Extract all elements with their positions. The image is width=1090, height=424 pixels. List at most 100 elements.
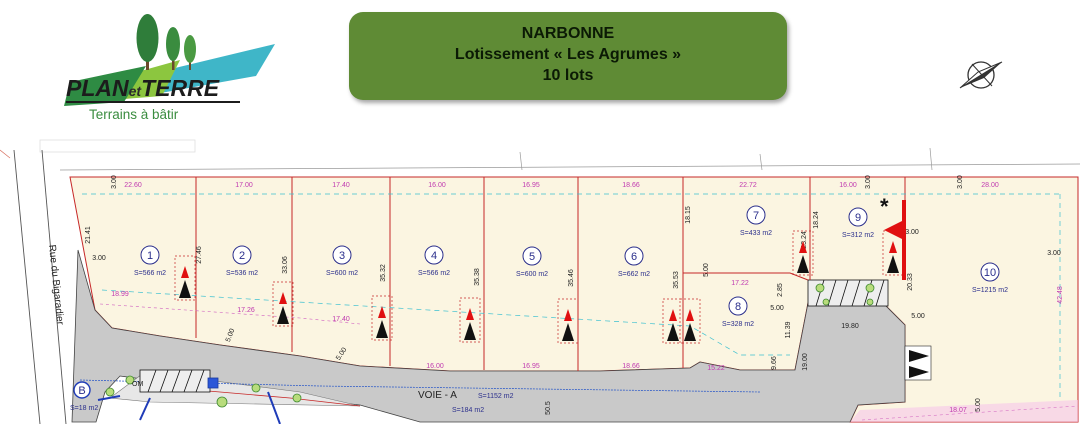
lot-number: 8	[735, 301, 741, 313]
lot-9: 9 S=312 m2	[842, 207, 874, 239]
dimension-label: 5.00	[770, 305, 784, 312]
dimension-label: 17.26	[237, 307, 255, 314]
lot-number: 6	[631, 251, 637, 263]
setback-lines	[82, 193, 1061, 400]
dimension-label: 19.00	[802, 353, 809, 371]
dimension-label: 23.24	[801, 231, 808, 249]
dimension-label: 16.00	[426, 363, 444, 370]
hedge-shrubs	[105, 283, 875, 408]
dimension-labels: 22.60 17.00 17.40 16.00 16.95 18.66 22.72 16.00…	[85, 175, 1064, 415]
dimension-label: 5.00	[225, 328, 237, 343]
site-plan: Rue du Bigaradier VOIE - A S=1152 m2 S=1…	[0, 139, 1081, 424]
dimension-label: 3.00	[111, 175, 118, 189]
dimension-label: 50.5	[545, 401, 552, 415]
lot-area: S=566 m2	[134, 270, 166, 277]
dimension-label: 35.38	[474, 268, 481, 286]
lot-number-circle	[140, 245, 160, 265]
lot-area: S=600 m2	[516, 271, 548, 278]
lot-1: 1 S=566 m2	[134, 245, 166, 277]
driveway-arrow-icon	[557, 298, 579, 344]
lot-boundaries	[195, 177, 906, 371]
road-area-label: S=1152 m2	[478, 393, 514, 400]
lot-number-circle	[746, 205, 766, 225]
lot-area: S=600 m2	[326, 270, 358, 277]
lot-area: S=433 m2	[740, 230, 772, 237]
dimension-label: 33.06	[282, 256, 289, 274]
driveway-arrow-icon	[679, 298, 701, 344]
lot-number: 9	[855, 212, 861, 224]
dimension-label: 5.00	[975, 398, 982, 412]
driveway-arrow-icon	[371, 295, 393, 341]
dimension-label: 3.00	[905, 229, 919, 236]
driveway-arrow-icon	[662, 298, 684, 344]
logo-water-shape	[155, 44, 275, 94]
dimension-label: 18.66	[622, 363, 640, 370]
lot10-access	[904, 345, 932, 381]
om-label: OM	[132, 381, 143, 388]
lot-3: 3 S=600 m2	[326, 245, 358, 277]
title-banner: NARBONNE Lotissement « Les Agrumes » 10 …	[349, 12, 787, 100]
logo-brand-text: PLANetTERRE	[66, 75, 220, 101]
dimension-label: 42.48	[1057, 286, 1064, 304]
header: PLANetTERRE Terrains à bâtir NARBONNE Lo…	[0, 0, 1090, 130]
plan-et-terre-logo: PLANetTERRE Terrains à bâtir	[64, 14, 275, 122]
lot-number: 5	[529, 251, 535, 263]
dimension-label: 11.39	[785, 321, 792, 338]
tree-icon	[136, 14, 159, 62]
dimension-label: 18.99	[111, 291, 129, 298]
lot-number: 10	[984, 267, 996, 279]
dimension-label: 3.00	[92, 255, 106, 262]
lot-number-circle	[424, 245, 444, 265]
dimension-label: 18.15	[685, 206, 692, 224]
dimension-label: 35.32	[380, 264, 387, 282]
tree-icon	[184, 35, 196, 63]
dimension-label: 16.00	[428, 182, 446, 189]
dimension-label: 3.00	[1047, 250, 1061, 257]
dimension-label: 18.07	[949, 407, 967, 414]
lot-4: 4 S=566 m2	[418, 245, 450, 277]
lot-area: S=1215 m2	[972, 287, 1008, 294]
lot-number: 1	[147, 250, 153, 262]
dimension-label: 17.22	[731, 280, 749, 287]
street-label: Rue du Bigaradier	[46, 244, 65, 326]
dimension-label: 5.00	[703, 263, 710, 277]
title-city: NARBONNE	[521, 25, 615, 42]
dimension-label: 17.40	[332, 316, 350, 323]
road-lower-area-label: S=184 m2	[452, 407, 484, 414]
lot-area: S=662 m2	[618, 271, 650, 278]
lot-number-circle	[728, 296, 748, 316]
dimension-label: 17.00	[235, 182, 253, 189]
dimension-label: 3.00	[957, 175, 964, 189]
dimension-label: 15.22	[707, 365, 725, 372]
dimension-label: 16.00	[839, 182, 857, 189]
lot-number-circle	[980, 262, 1000, 282]
logo-hill-shape	[64, 66, 146, 106]
lot-number-circle	[624, 246, 644, 266]
lot-number-circle	[332, 245, 352, 265]
dimension-label: 35.53	[673, 271, 680, 289]
tree-icon	[166, 27, 180, 61]
dimension-label: 20.33	[907, 273, 914, 291]
driveway-access-arrows	[174, 230, 904, 344]
logo-tagline: Terrains à bâtir	[89, 107, 179, 122]
dimension-label: 28.00	[981, 182, 999, 189]
driveway-arrow-icon	[459, 297, 481, 343]
dimension-label: 16.95	[522, 182, 540, 189]
asterisk-note: *	[880, 194, 889, 219]
dimension-label: 18.24	[813, 211, 820, 229]
lot-number: 2	[239, 250, 245, 262]
driveway-arrow-icon	[792, 230, 814, 276]
north-arrow-icon	[959, 61, 1003, 89]
driveway-arrow-icon	[272, 281, 294, 327]
lot-area: S=536 m2	[226, 270, 258, 277]
lot-number-circle	[848, 207, 868, 227]
lot-8: 8 S=328 m2	[722, 296, 754, 328]
dimension-label: 22.72	[739, 182, 757, 189]
lot-number-circle	[232, 245, 252, 265]
lot-10: 10 S=1215 m2	[972, 262, 1008, 294]
dimension-label: 9.66	[771, 356, 778, 370]
marker-b-letter: B	[78, 385, 85, 397]
title-subdivision: Lotissement « Les Agrumes »	[454, 46, 682, 63]
dimension-label: 19.80	[841, 323, 859, 330]
dimension-label: 35.46	[568, 269, 575, 287]
